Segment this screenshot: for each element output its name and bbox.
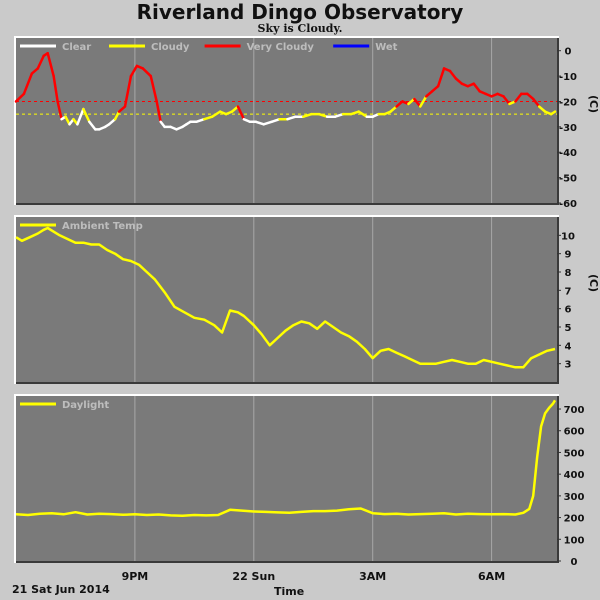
y-tick-label: -50: [559, 174, 577, 185]
series-segment: [454, 77, 464, 85]
legend-label: Clear: [62, 42, 91, 53]
series-segment: [424, 90, 434, 98]
y-tick-label: 6: [565, 305, 572, 316]
y-tick-label: 3: [565, 360, 572, 371]
y-tick-label: 5: [565, 323, 572, 334]
y-tick-label: 400: [564, 470, 585, 481]
series-segment: [30, 67, 40, 75]
y-tick-label: 100: [564, 535, 585, 546]
x-tick-label: 9PM: [122, 570, 149, 583]
legend-label: Daylight: [62, 400, 109, 411]
series-line: [15, 226, 556, 369]
y-tick-label: -20: [559, 97, 577, 108]
y-tick-label: 10: [561, 231, 575, 242]
series-segment: [270, 117, 281, 124]
series-segment: [123, 74, 133, 108]
series-segment: [262, 120, 273, 126]
series-segment: [514, 92, 523, 103]
panel-1: 0 -10 -20 -30 -40 -50 -60 (C) Clear Cloudy Very Cl…: [14, 36, 600, 210]
series-segment: [389, 105, 398, 113]
y-tick-label: 600: [564, 427, 585, 438]
y-tick-label: -60: [559, 199, 577, 210]
series-segment: [395, 100, 404, 108]
series-segment: [537, 105, 547, 113]
y-tick-label: 300: [564, 492, 585, 503]
series-segment: [107, 117, 117, 126]
series-segment: [549, 110, 557, 116]
series-segment: [129, 64, 139, 78]
series-segment: [113, 110, 121, 121]
series-segment: [56, 100, 63, 121]
legend-label: Cloudy: [151, 42, 190, 53]
y-axis-label: (C): [587, 274, 600, 292]
y-tick-label: 200: [564, 514, 585, 525]
series-segment: [302, 112, 313, 118]
legend-label: Very Cloudy: [247, 42, 315, 53]
y-tick-label: 0: [571, 557, 578, 568]
series-segment: [286, 115, 297, 121]
series-segment: [407, 97, 416, 106]
series-segment: [531, 97, 541, 108]
series-segment: [117, 105, 127, 113]
y-tick-label: 9: [565, 250, 572, 261]
series-segment: [349, 110, 361, 116]
series-segment: [14, 92, 26, 103]
series-segment: [22, 72, 34, 96]
sky-status-subtitle: Sky is Cloudy.: [257, 22, 343, 35]
series-segment: [526, 92, 535, 101]
series-segment: [236, 105, 246, 121]
series-segment: [254, 120, 265, 126]
y-tick-label: 8: [565, 268, 572, 279]
series-segment: [88, 120, 97, 131]
y-tick-label: -10: [559, 72, 577, 83]
series-segment: [436, 67, 446, 88]
series-segment: [357, 110, 369, 118]
x-tick-label: 6AM: [478, 570, 505, 583]
series-segment: [36, 54, 45, 70]
y-tick-label: 700: [564, 405, 585, 416]
legend-label: Wet: [375, 42, 397, 53]
chart-title: Riverland Dingo Observatory: [136, 0, 464, 24]
series-segment: [472, 82, 481, 93]
series-segment: [430, 84, 440, 93]
series-segment: [448, 69, 458, 80]
series-segment: [419, 95, 428, 108]
series-segment: [203, 115, 214, 121]
series-segment: [141, 67, 153, 78]
y-tick-label: -40: [559, 148, 577, 159]
y-tick-label: -30: [559, 123, 577, 134]
plot-area: [16, 396, 557, 561]
panel-3: 0 100 200 300 400 500 600 700 Daylight: [14, 394, 584, 568]
series-segment: [46, 51, 55, 78]
series-line: [15, 399, 557, 518]
series-segment: [52, 74, 59, 103]
date-label: 21 Sat Jun 2014: [12, 583, 110, 596]
series-segment: [82, 107, 91, 124]
series-segment: [149, 74, 158, 103]
series-segment: [210, 110, 222, 118]
y-tick-label: 500: [564, 448, 585, 459]
plot-area: [16, 217, 557, 382]
y-tick-label: 7: [565, 286, 572, 297]
series-segment: [76, 107, 85, 126]
y-tick-label: 0: [565, 47, 572, 58]
x-tick-label: 3AM: [359, 570, 386, 583]
series-segment: [230, 105, 240, 113]
series-segment: [195, 117, 206, 124]
time-axis-label: Time: [274, 585, 305, 598]
series-segment: [333, 112, 345, 118]
series-segment: [64, 115, 71, 126]
panel-2: 3 4 5 6 7 8 9 10 (C) Ambient Temp: [14, 215, 600, 384]
x-tick-label: 22 Sun: [232, 570, 275, 583]
series-segment: [502, 95, 511, 106]
y-axis-label: (C): [587, 95, 600, 113]
series-segment: [155, 100, 162, 124]
plot-area: [16, 38, 557, 203]
y-tick-label: 4: [565, 341, 572, 352]
series-segment: [413, 97, 422, 108]
series-segment: [317, 112, 329, 118]
legend-label: Ambient Temp: [62, 221, 143, 232]
